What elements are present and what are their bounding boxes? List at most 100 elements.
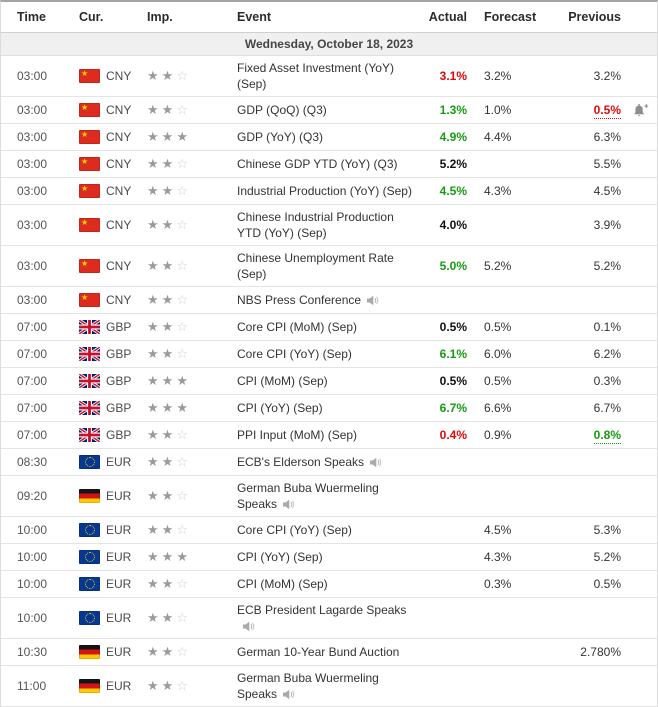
event-importance: ★ ★ ★ [145,400,237,416]
event-importance: ★ ★ ☆ [145,488,237,504]
add-alert-button[interactable] [632,103,649,118]
event-row[interactable]: 10:30 EUR ★ ★ ☆ German 10-Year Bund Auction 2.… [1,639,657,666]
event-link[interactable]: CPI (MoM) (Sep) [237,374,328,388]
event-time: 03:00 [17,157,48,171]
event-row[interactable]: 07:00 GBP ★ ★ ☆ PPI Input (MoM) (Sep) 0.4% 0.9%… [1,422,657,449]
event-row[interactable]: 08:30 EUR ★ ★ ☆ ECB's Elderson Speaks [1,449,657,476]
event-link[interactable]: German Buba Wuermeling Speaks [237,481,379,511]
event-importance: ★ ★ ☆ [145,102,237,118]
event-name-cell: NBS Press Conference [237,288,425,312]
event-row[interactable]: 10:00 EUR ★ ★ ☆ Core CPI (YoY) (Sep) 4.5% 5.3% [1,517,657,544]
actual-value: 0.5% [439,320,467,334]
event-link[interactable]: CPI (YoY) (Sep) [237,550,323,564]
event-row[interactable]: 03:00 ★ CNY ★ ★ ★ GDP (YoY) (Q3) 4.9% 4.4% 6.3% [1,124,657,151]
importance-star-icon: ☆ [176,678,188,693]
importance-star-icon: ☆ [176,610,188,625]
actual-value: 4.0% [439,218,467,232]
importance-star-icon: ★ [161,454,174,469]
forecast-cell: 5.2% [467,259,561,273]
event-link[interactable]: ECB's Elderson Speaks [237,455,365,469]
event-link[interactable]: CPI (YoY) (Sep) [237,401,323,415]
event-link[interactable]: Chinese Industrial Production YTD (YoY) … [237,210,394,240]
event-currency: GBP [79,347,145,361]
event-row[interactable]: 03:00 ★ CNY ★ ★ ☆ GDP (QoQ) (Q3) 1.3% 1.0% 0.5% [1,97,657,124]
previous-value: 0.8% [593,428,621,444]
event-currency: EUR [79,679,145,693]
event-importance: ★ ★ ☆ [145,68,237,84]
importance-star-icon: ★ [147,427,159,442]
event-importance: ★ ★ ★ [145,129,237,145]
event-row[interactable]: 07:00 GBP ★ ★ ★ CPI (YoY) (Sep) 6.7% 6.6% 6.7% [1,395,657,422]
event-row[interactable]: 03:00 ★ CNY ★ ★ ☆ Chinese GDP YTD (YoY) (Q3) 5.… [1,151,657,178]
event-currency: ★ CNY [79,259,145,273]
event-link[interactable]: Core CPI (YoY) (Sep) [237,347,352,361]
event-link[interactable]: Industrial Production (YoY) (Sep) [237,184,412,198]
event-row[interactable]: 10:00 EUR ★ ★ ☆ ECB President Lagarde Speaks [1,598,657,639]
forecast-cell: 6.6% [467,401,561,415]
previous-value: 5.2% [593,259,621,273]
event-link[interactable]: NBS Press Conference [237,293,362,307]
actual-value: 0.5% [439,374,467,388]
importance-star-icon: ☆ [176,644,188,659]
forecast-cell: 0.9% [467,428,561,442]
importance-star-icon: ☆ [176,68,188,83]
event-row[interactable]: 03:00 ★ CNY ★ ★ ☆ Industrial Production (YoY) … [1,178,657,205]
event-link[interactable]: CPI (MoM) (Sep) [237,577,328,591]
event-row[interactable]: 10:00 EUR ★ ★ ★ CPI (YoY) (Sep) 4.3% 5.2% [1,544,657,571]
currency-code: EUR [106,455,132,469]
previous-value: 6.7% [593,401,621,415]
importance-star-icon: ★ [161,346,174,361]
actual-value: 4.5% [439,184,467,198]
event-row[interactable]: 10:00 EUR ★ ★ ☆ CPI (MoM) (Sep) 0.3% 0.5% [1,571,657,598]
event-currency: EUR [79,489,145,503]
importance-star-icon: ☆ [176,319,188,334]
column-header-currency: Cur. [79,10,104,24]
event-link[interactable]: Core CPI (YoY) (Sep) [237,523,352,537]
event-time: 10:00 [17,577,48,591]
forecast-value: 0.9% [484,428,512,442]
event-link[interactable]: ECB President Lagarde Speaks [237,603,407,617]
forecast-cell: 6.0% [467,347,561,361]
previous-value: 3.2% [593,69,621,83]
currency-code: EUR [106,679,132,693]
event-row[interactable]: 07:00 GBP ★ ★ ☆ Core CPI (MoM) (Sep) 0.5% 0.5% 0… [1,314,657,341]
event-link[interactable]: German 10-Year Bund Auction [237,645,400,659]
flag-china-icon: ★ [79,69,100,83]
event-row[interactable]: 03:00 ★ CNY ★ ★ ☆ NBS Press Conference [1,287,657,314]
event-row[interactable]: 07:00 GBP ★ ★ ★ CPI (MoM) (Sep) 0.5% 0.5% 0.3% [1,368,657,395]
event-link[interactable]: GDP (YoY) (Q3) [237,130,324,144]
event-link[interactable]: PPI Input (MoM) (Sep) [237,428,358,442]
event-time: 10:00 [17,523,48,537]
event-row[interactable]: 09:20 EUR ★ ★ ☆ German Buba Wuermeling Speaks [1,476,657,517]
actual-cell: 0.4% [425,428,467,442]
event-row[interactable]: 03:00 ★ CNY ★ ★ ☆ Chinese Unemployment Rate (S… [1,246,657,287]
event-row[interactable]: 03:00 ★ CNY ★ ★ ☆ Fixed Asset Investment (YoY)… [1,56,657,97]
previous-cell: 2.780% [561,645,621,659]
flag-eu-icon [79,550,100,564]
currency-code: EUR [106,489,132,503]
flag-germany-icon [79,679,100,693]
importance-star-icon: ★ [161,258,174,273]
currency-code: EUR [106,611,132,625]
event-link[interactable]: Chinese Unemployment Rate (Sep) [237,251,394,281]
event-link[interactable]: German Buba Wuermeling Speaks [237,671,379,701]
forecast-cell: 4.5% [467,523,561,537]
forecast-cell: 0.3% [467,577,561,591]
importance-star-icon: ★ [147,610,159,625]
event-link[interactable]: Chinese GDP YTD (YoY) (Q3) [237,157,398,171]
flag-china-icon: ★ [79,103,100,117]
forecast-cell: 4.4% [467,130,561,144]
event-importance: ★ ★ ★ [145,373,237,389]
event-link[interactable]: Core CPI (MoM) (Sep) [237,320,358,334]
event-link[interactable]: GDP (QoQ) (Q3) [237,103,327,117]
actual-value: 6.7% [439,401,467,415]
event-currency: EUR [79,645,145,659]
event-row[interactable]: 11:00 EUR ★ ★ ☆ German Buba Wuermeling Speaks [1,666,657,707]
event-currency: GBP [79,374,145,388]
event-row[interactable]: 03:00 ★ CNY ★ ★ ☆ Chinese Industrial Productio… [1,205,657,246]
event-row[interactable]: 07:00 GBP ★ ★ ☆ Core CPI (YoY) (Sep) 6.1% 6.0% 6… [1,341,657,368]
event-name-cell: ECB President Lagarde Speaks [237,598,425,638]
importance-star-icon: ★ [176,129,188,144]
event-link[interactable]: Fixed Asset Investment (YoY) (Sep) [237,61,394,91]
event-importance: ★ ★ ☆ [145,156,237,172]
